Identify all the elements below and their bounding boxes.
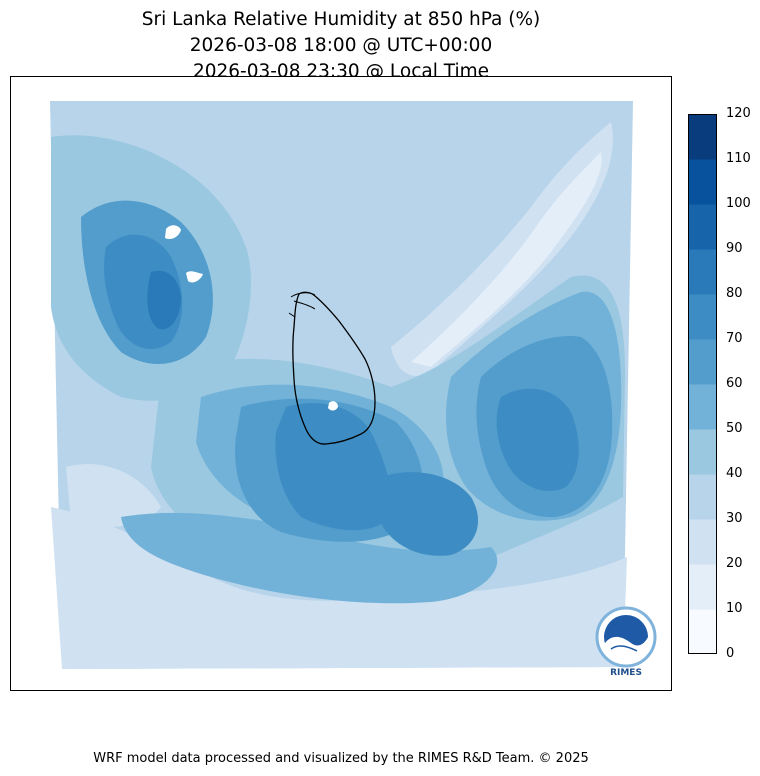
colorbar-band (688, 519, 717, 565)
saturation-spot-1 (165, 225, 181, 240)
rimes-logo: RIMES (595, 606, 657, 678)
colorbar-tick-label: 70 (726, 331, 743, 346)
colorbar-tick-label: 100 (726, 196, 751, 211)
colorbar-band (688, 204, 717, 250)
colorbar-band (688, 609, 717, 654)
colorbar-band (688, 384, 717, 430)
very-humid-core-east (496, 388, 579, 491)
chart-title: Sri Lanka Relative Humidity at 850 hPa (… (0, 7, 682, 85)
low-humidity-region-south (51, 507, 627, 669)
rimes-logo-text: RIMES (610, 668, 642, 678)
colorbar-tick-label: 50 (726, 421, 743, 436)
jaffna-peninsula (288, 292, 316, 318)
moist-region-lower (121, 512, 498, 604)
colorbar-band (688, 339, 717, 385)
colorbar-band (688, 294, 717, 340)
very-humid-core-central (275, 403, 393, 531)
colorbar-band (688, 159, 717, 205)
colorbar-band (688, 249, 717, 295)
colorbar-band (688, 114, 717, 160)
colorbar-tick-label: 20 (726, 556, 743, 571)
colorbar-tick-label: 0 (726, 646, 735, 661)
colorbar-tick-label: 90 (726, 241, 743, 256)
saturation-spot-3 (328, 401, 338, 411)
colorbar-tick-label: 110 (726, 151, 751, 166)
colorbar-tick-label: 60 (726, 376, 743, 391)
low-humidity-band-northeast (391, 122, 613, 376)
colorbar-tick-label: 120 (726, 106, 751, 121)
title-line-1: Sri Lanka Relative Humidity at 850 hPa (… (141, 9, 541, 30)
colorbar-band (688, 564, 717, 610)
colorbar-tick-label: 10 (726, 601, 743, 616)
humidity-map: RIMES (50, 101, 657, 678)
saturation-spot-2 (186, 271, 203, 283)
colorbar-tick-label: 30 (726, 511, 743, 526)
colorbar-band (688, 474, 717, 520)
saturated-core-west (147, 270, 181, 330)
very-humid-core-south (374, 472, 479, 556)
low-humidity-region-west (66, 463, 161, 527)
footer-credit: WRF model data processed and visualized … (93, 751, 589, 766)
sri-lanka-coastline (292, 291, 376, 445)
colorbar-tick-label: 40 (726, 466, 743, 481)
dry-band-core (411, 152, 602, 367)
title-line-2: 2026-03-08 18:00 @ UTC+00:00 (189, 35, 493, 56)
colorbar (688, 114, 717, 654)
colorbar-tick-label: 80 (726, 286, 743, 301)
map-panel: RIMES (10, 76, 672, 691)
colorbar-band (688, 429, 717, 475)
